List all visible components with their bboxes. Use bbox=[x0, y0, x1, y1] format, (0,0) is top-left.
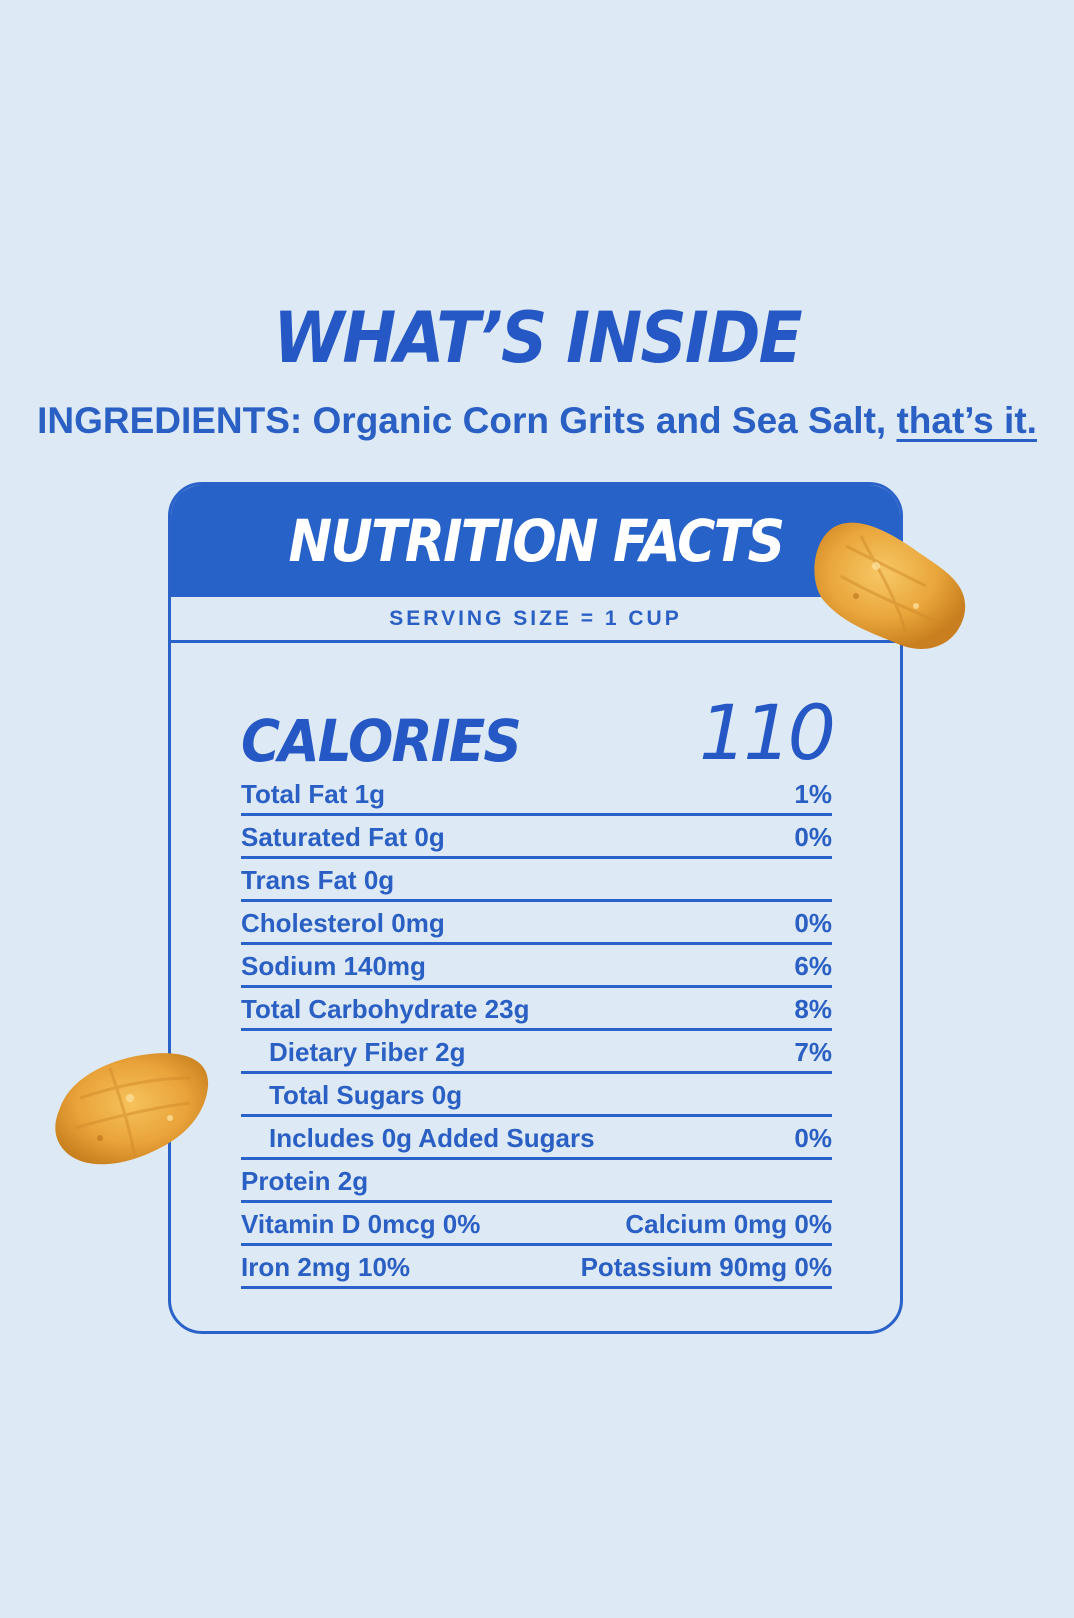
nutrient-row: Total Fat 1g 1% bbox=[241, 773, 832, 816]
nutrient-row: Sodium 140mg 6% bbox=[241, 945, 832, 988]
nutrient-label: Dietary Fiber 2g bbox=[269, 1037, 466, 1067]
nutrient-value: 0% bbox=[794, 1123, 832, 1153]
nutrient-label: Sodium 140mg bbox=[241, 951, 426, 981]
nutrient-row: Iron 2mg 10% Potassium 90mg 0% bbox=[241, 1246, 832, 1289]
nutrient-value: 6% bbox=[794, 951, 832, 981]
nutrient-label: Saturated Fat 0g bbox=[241, 822, 445, 852]
nutrition-title: NUTRITION FACTS bbox=[288, 507, 785, 575]
calories-value: 110 bbox=[698, 688, 836, 777]
ingredients-text: INGREDIENTS: Organic Corn Grits and Sea … bbox=[37, 400, 897, 441]
nutrient-row: Vitamin D 0mcg 0% Calcium 0mg 0% bbox=[241, 1203, 832, 1246]
nutrient-value: Calcium 0mg 0% bbox=[625, 1209, 832, 1239]
nutrient-row: Dietary Fiber 2g 7% bbox=[241, 1031, 832, 1074]
corn-flake-icon bbox=[814, 522, 966, 649]
nutrient-label: Trans Fat 0g bbox=[241, 865, 395, 895]
nutrient-value: 0% bbox=[794, 908, 832, 938]
ingredients-emphasis: that’s it. bbox=[896, 400, 1037, 441]
calories-label: CALORIES bbox=[241, 707, 522, 775]
serving-size: SERVING SIZE = 1 CUP bbox=[171, 597, 900, 643]
nutrient-row: Cholesterol 0mg 0% bbox=[241, 902, 832, 945]
corn-flake-icon bbox=[55, 1053, 209, 1165]
nutrient-value: 8% bbox=[794, 994, 832, 1024]
nutrient-value: Potassium 90mg 0% bbox=[580, 1252, 832, 1282]
nutrient-row: Saturated Fat 0g 0% bbox=[241, 816, 832, 859]
nutrient-label: Protein 2g bbox=[241, 1166, 369, 1196]
nutrient-row: Total Sugars 0g bbox=[241, 1074, 832, 1117]
nutrient-list: Total Fat 1g 1% Saturated Fat 0g 0% Tran… bbox=[241, 773, 832, 1289]
calories-row: CALORIES 110 bbox=[241, 683, 836, 777]
page-headline: WHAT’S INSIDE bbox=[273, 297, 802, 379]
nutrition-header: NUTRITION FACTS bbox=[171, 485, 900, 597]
nutrient-label: Vitamin D 0mcg 0% bbox=[241, 1209, 481, 1239]
nutrient-row: Protein 2g bbox=[241, 1160, 832, 1203]
nutrient-value: 0% bbox=[794, 822, 832, 852]
nutrient-value: 7% bbox=[794, 1037, 832, 1067]
nutrient-label: Total Sugars 0g bbox=[269, 1080, 463, 1110]
nutrient-label: Cholesterol 0mg bbox=[241, 908, 445, 938]
nutrient-label: Iron 2mg 10% bbox=[241, 1252, 411, 1282]
nutrient-row: Trans Fat 0g bbox=[241, 859, 832, 902]
nutrient-row: Includes 0g Added Sugars 0% bbox=[241, 1117, 832, 1160]
nutrient-label: Total Carbohydrate 23g bbox=[241, 994, 530, 1024]
nutrition-facts-card: NUTRITION FACTS SERVING SIZE = 1 CUP CAL… bbox=[168, 482, 903, 1334]
nutrient-label: Total Fat 1g bbox=[241, 779, 385, 809]
nutrient-value: 1% bbox=[794, 779, 832, 809]
ingredients-line: INGREDIENTS: Organic Corn Grits and Sea … bbox=[0, 398, 1074, 444]
nutrient-row: Total Carbohydrate 23g 8% bbox=[241, 988, 832, 1031]
nutrient-label: Includes 0g Added Sugars bbox=[269, 1123, 595, 1153]
